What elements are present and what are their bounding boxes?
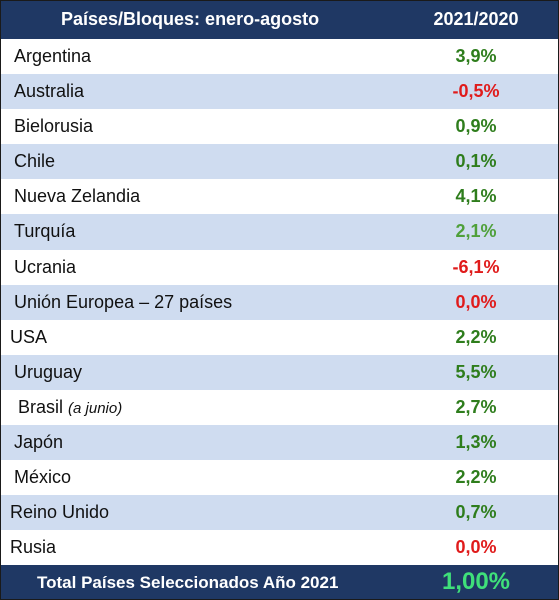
change-value: 2,2% — [455, 467, 497, 488]
change-value: 3,9% — [455, 46, 497, 66]
date-note: (a junio) — [68, 399, 123, 417]
change-value: 0,9% — [455, 116, 497, 137]
country-name: Japón — [14, 432, 64, 453]
country-name: Turquía — [14, 221, 76, 242]
table-footer-total: Total Países Seleccionados Año 2021 1,00… — [1, 565, 558, 599]
change-value: 4,1% — [455, 186, 497, 207]
country-name-text: Brasil — [18, 396, 64, 417]
table-body: Argentina 3,9% Australia -0,5% Bielorusi… — [1, 39, 558, 565]
total-value: 1,00% — [441, 568, 511, 595]
table-row-uruguay: Uruguay 5,5% — [1, 354, 558, 390]
table-header: Países/Bloques: enero-agosto 2021/2020 — [1, 1, 558, 39]
change-value: 2,2% — [455, 326, 497, 347]
country-name: Bielorusia — [14, 116, 94, 137]
country-name: Brasil (a junio) — [18, 397, 122, 418]
country-name: Australia — [14, 81, 85, 102]
country-name: USA — [10, 326, 48, 347]
country-column-header: Países/Bloques: enero-agosto — [61, 9, 320, 29]
table-row-argentina: Argentina 3,9% — [1, 39, 558, 74]
country-name: Reino Unido — [10, 502, 110, 523]
table-row-japon: Japón 1,3% — [1, 425, 558, 461]
change-value: 0,1% — [455, 151, 497, 172]
country-name: Unión Europea – 27 países — [14, 291, 233, 312]
change-value: 0,0% — [455, 291, 497, 312]
change-value: -0,5% — [452, 81, 500, 102]
country-name: Ucrania — [14, 256, 77, 277]
country-name: Uruguay — [14, 361, 83, 382]
country-name: Argentina — [14, 46, 92, 66]
change-value: -6,1% — [452, 256, 500, 277]
change-value: 1,3% — [455, 432, 497, 453]
country-name: Rusia — [10, 537, 57, 558]
change-value: 0,7% — [455, 502, 497, 523]
table-row-chile: Chile 0,1% — [1, 144, 558, 180]
table-row-rusia: Rusia 0,0% — [1, 530, 558, 565]
table-row-nueva-zelandia: Nueva Zelandia 4,1% — [1, 179, 558, 214]
country-name: México — [14, 467, 72, 488]
country-name: Nueva Zelandia — [14, 186, 141, 207]
value-column-header: 2021/2020 — [433, 9, 519, 29]
table-row-ucrania: Ucrania -6,1% — [1, 250, 558, 285]
table-row-bielorusia: Bielorusia 0,9% — [1, 109, 558, 144]
table-row-reino-unido: Reino Unido 0,7% — [1, 495, 558, 531]
table-row-usa: USA 2,2% — [1, 320, 558, 355]
total-label: Total Países Seleccionados Año 2021 — [37, 573, 339, 592]
table-row-turquia: Turquía 2,1% — [1, 214, 558, 250]
change-value: 2,1% — [455, 221, 497, 242]
table-row-brasil: Brasil (a junio) 2,7% — [1, 390, 558, 425]
change-value: 2,7% — [455, 396, 497, 417]
table-row-mexico: México 2,2% — [1, 460, 558, 495]
table-row-australia: Australia -0,5% — [1, 74, 558, 110]
table-row-union-europea: Unión Europea – 27 países 0,0% — [1, 284, 558, 320]
change-value: 0,0% — [455, 537, 497, 558]
change-value: 5,5% — [455, 361, 497, 382]
country-name: Chile — [14, 151, 56, 172]
